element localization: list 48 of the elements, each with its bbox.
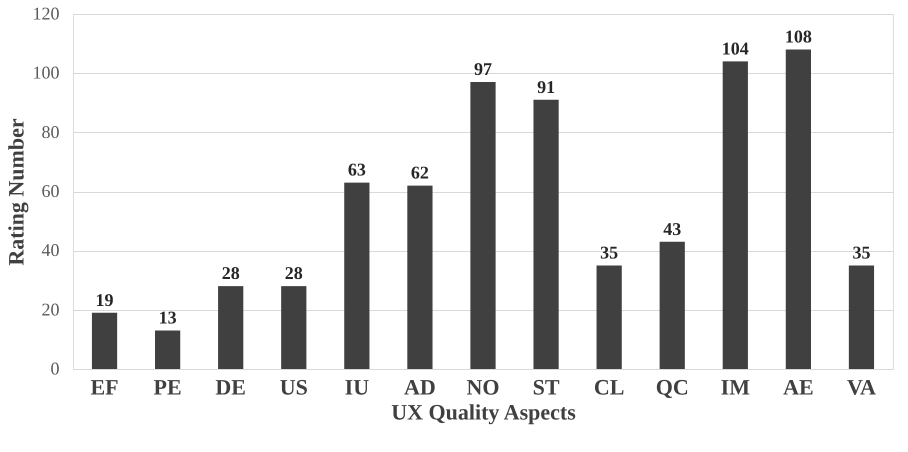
x-tick-label: PE bbox=[154, 374, 182, 400]
data-label: 104 bbox=[722, 38, 749, 58]
bar bbox=[722, 61, 748, 369]
bar bbox=[344, 182, 370, 369]
bar bbox=[660, 242, 685, 369]
y-tick-label: 80 bbox=[42, 122, 60, 142]
y-tick-label: 60 bbox=[42, 181, 60, 201]
y-tick-label: 20 bbox=[42, 299, 60, 320]
y-axis-title: Rating Number bbox=[4, 118, 28, 266]
x-tick-label: QC bbox=[656, 374, 689, 400]
x-tick-label: NO bbox=[466, 374, 500, 400]
bar bbox=[407, 186, 433, 369]
x-tick-label: VA bbox=[846, 374, 876, 400]
x-tick-label: IU bbox=[344, 374, 370, 400]
data-label: 108 bbox=[784, 26, 812, 46]
x-tick-label: AE bbox=[783, 374, 814, 400]
data-label: 91 bbox=[537, 76, 556, 97]
bar bbox=[786, 50, 811, 369]
x-tick-label: AD bbox=[404, 374, 436, 400]
bar bbox=[155, 330, 180, 369]
y-tick-label: 120 bbox=[32, 4, 60, 24]
data-label: 28 bbox=[222, 263, 240, 284]
data-label: 35 bbox=[600, 242, 618, 262]
x-tick-label: CL bbox=[594, 374, 624, 400]
data-label: 13 bbox=[158, 308, 177, 328]
data-label: 97 bbox=[474, 59, 492, 80]
data-label: 35 bbox=[852, 242, 870, 262]
bar bbox=[218, 286, 244, 369]
data-label: 28 bbox=[284, 263, 303, 284]
bar bbox=[533, 100, 559, 369]
data-label: 19 bbox=[96, 290, 114, 310]
data-label: 63 bbox=[348, 160, 366, 180]
data-label: 62 bbox=[410, 162, 429, 183]
y-tick-label: 40 bbox=[42, 240, 60, 260]
bar bbox=[281, 286, 306, 369]
data-label: 43 bbox=[663, 218, 682, 239]
x-tick-label: EF bbox=[90, 374, 119, 400]
bar bbox=[470, 82, 496, 369]
bar bbox=[848, 265, 874, 369]
x-tick-label: IM bbox=[720, 374, 750, 400]
x-tick-label: ST bbox=[532, 374, 560, 400]
x-tick-label: US bbox=[280, 374, 308, 400]
bar bbox=[92, 312, 118, 369]
y-tick-label: 100 bbox=[32, 62, 60, 83]
x-axis-title: UX Quality Aspects bbox=[391, 400, 576, 424]
y-tick-label: 0 bbox=[50, 358, 60, 378]
bar bbox=[596, 265, 622, 369]
x-tick-label: DE bbox=[215, 374, 246, 400]
